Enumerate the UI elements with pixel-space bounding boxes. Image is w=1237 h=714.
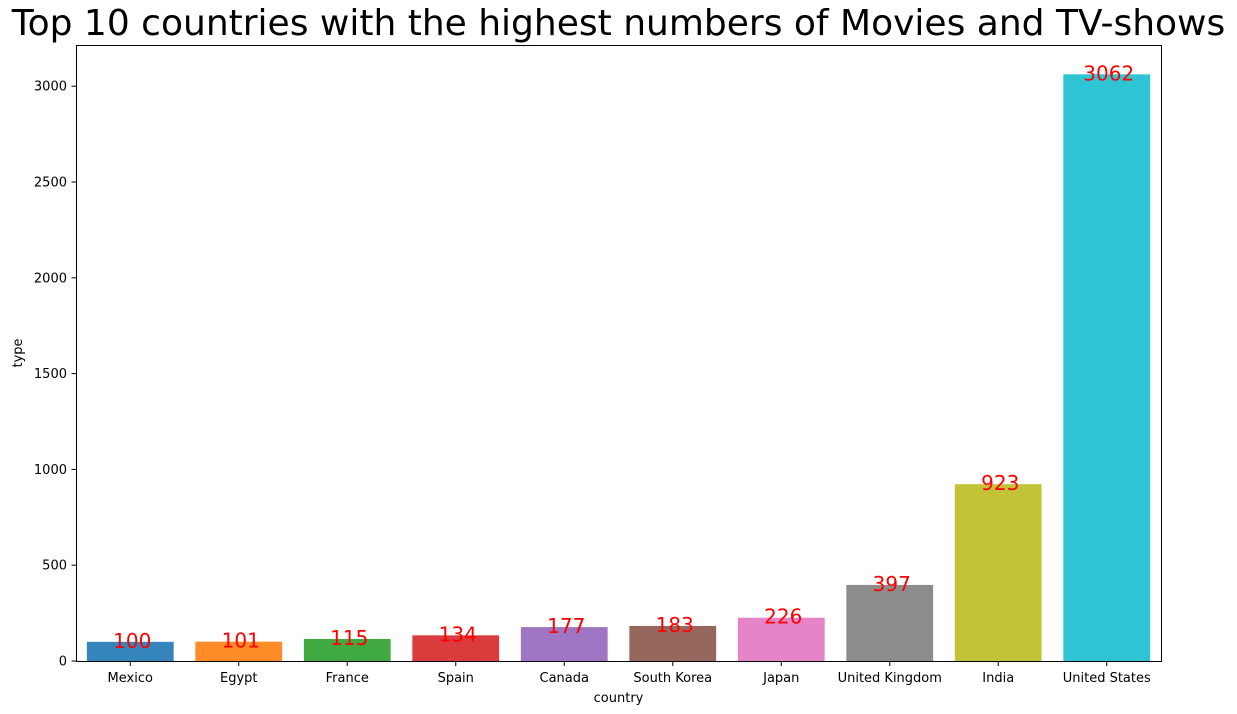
bar-spain — [412, 635, 500, 661]
x-tick-label: Japan — [762, 671, 799, 686]
y-tick-label: 500 — [42, 559, 67, 574]
data-label: 101 — [222, 629, 260, 653]
bar-south-korea — [629, 625, 717, 661]
data-label: 923 — [981, 471, 1019, 495]
data-labels-layer: 100 101 115 134 177 183 226 397 923 3062 — [113, 61, 1134, 653]
y-tick-label: 3000 — [34, 80, 67, 95]
data-label: 134 — [439, 622, 477, 646]
bars-layer — [86, 74, 1151, 662]
bar-india — [954, 484, 1042, 661]
data-label: 3062 — [1083, 61, 1134, 85]
y-tick-label: 1000 — [34, 463, 67, 478]
data-label: 226 — [764, 605, 802, 629]
bar-canada — [520, 627, 608, 661]
x-tick-label: United States — [1063, 671, 1151, 686]
x-tick-label: Mexico — [108, 671, 153, 686]
data-label: 177 — [547, 614, 585, 638]
x-tick-label: Canada — [540, 671, 589, 686]
x-axis-label: country — [594, 691, 644, 706]
y-axis-label: type — [11, 338, 26, 367]
data-label: 183 — [656, 613, 694, 637]
data-label: 100 — [113, 629, 151, 653]
bar-egypt — [195, 641, 283, 661]
x-tick-label: France — [326, 671, 369, 686]
x-tick-label: Egypt — [220, 671, 258, 686]
x-axis: Mexico Egypt France Spain Canada South Korea J… — [108, 661, 1151, 686]
y-tick-label: 1500 — [34, 367, 67, 382]
y-tick-label: 0 — [59, 655, 67, 670]
data-label: 115 — [330, 626, 368, 650]
y-axis: 0 500 1000 1500 2000 2500 3000 — [34, 80, 77, 670]
x-tick-label: United Kingdom — [838, 671, 942, 686]
bar-mexico — [86, 641, 174, 661]
x-tick-label: South Korea — [633, 671, 712, 686]
x-tick-label: India — [982, 671, 1014, 686]
x-tick-label: Spain — [438, 671, 474, 686]
data-label: 397 — [873, 572, 911, 596]
y-tick-label: 2500 — [34, 176, 67, 191]
bar-france — [303, 638, 391, 661]
plot-frame — [76, 45, 1162, 662]
y-tick-label: 2000 — [34, 271, 67, 286]
chart-title: Top 10 countries with the highest number… — [11, 3, 1226, 44]
bar-united-kingdom — [846, 584, 934, 661]
bar-united-states — [1063, 74, 1151, 662]
bar-japan — [737, 617, 825, 661]
